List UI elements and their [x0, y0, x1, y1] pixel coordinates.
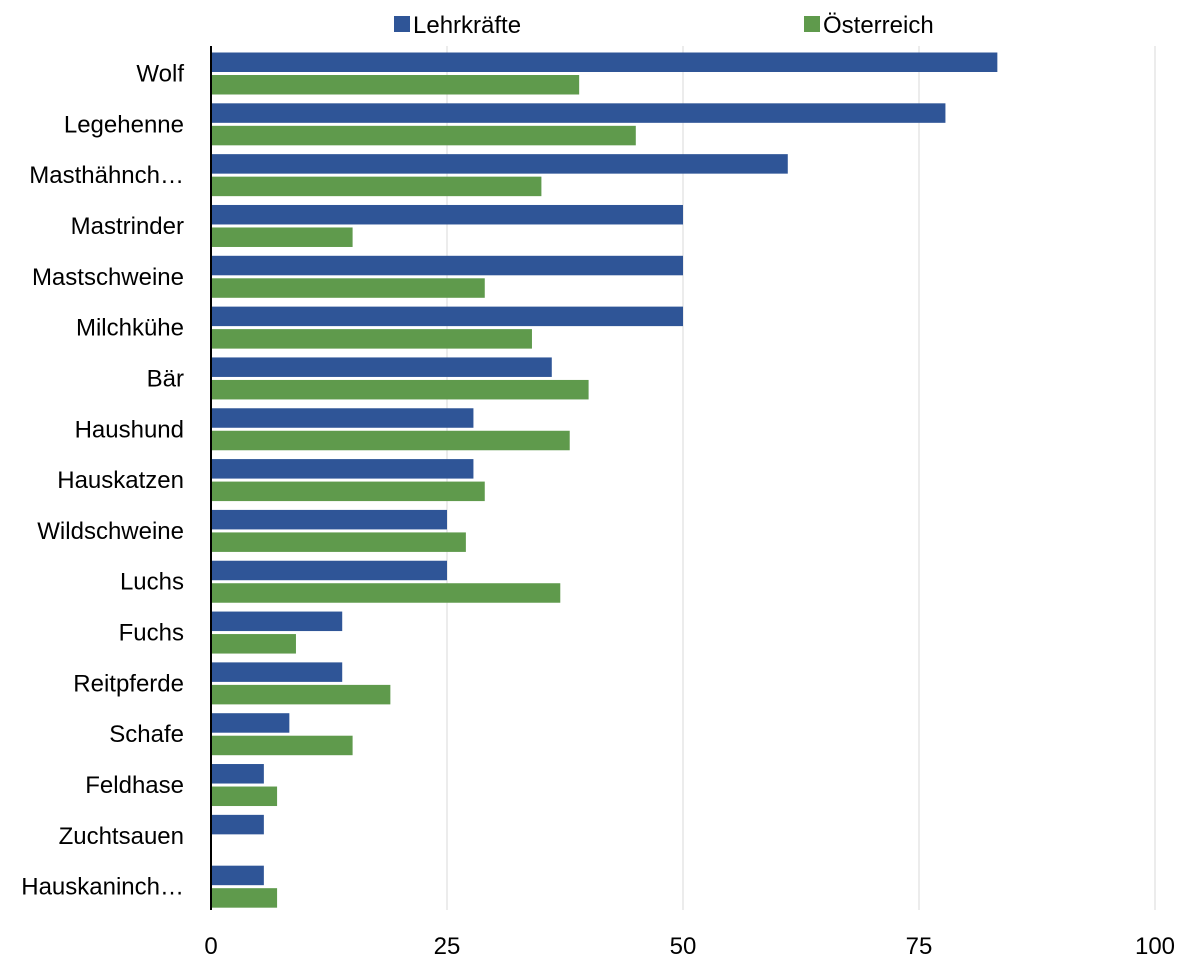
bar-oesterreich-16 [211, 888, 278, 908]
bar-oesterreich-0 [211, 75, 580, 95]
x-axis-tick-labels: 0 25 50 75 100 [204, 933, 1175, 956]
legend-label: Lehrkräfte [413, 12, 521, 39]
x-tick-label: 50 [670, 933, 697, 956]
category-label: Bär [147, 365, 184, 392]
bar-oesterreich-12 [211, 684, 391, 705]
category-label: Mastrinder [71, 213, 184, 240]
category-label: Legehenne [64, 111, 184, 138]
bar-oesterreich-2 [211, 176, 542, 197]
category-label: Zuchtsauen [59, 823, 184, 850]
bar-lehrkraefte-14 [211, 764, 264, 784]
category-labels: Wolf Legehenne Masthähnch… Mastrinder Mastsc… [21, 61, 184, 901]
bar-lehrkraefte-7 [211, 408, 474, 428]
bar-lehrkraefte-13 [211, 713, 290, 733]
category-label: Feldhase [85, 772, 184, 799]
category-label: Mastschweine [32, 264, 184, 291]
category-label: Schafe [109, 721, 184, 748]
bar-lehrkraefte-6 [211, 357, 552, 377]
category-label: Wolf [136, 61, 184, 88]
bar-oesterreich-1 [211, 125, 636, 146]
bar-oesterreich-8 [211, 481, 485, 502]
legend-label: Österreich [823, 12, 934, 39]
bar-lehrkraefte-11 [211, 611, 343, 632]
bar-lehrkraefte-8 [211, 459, 474, 479]
bar-oesterreich-14 [211, 786, 278, 807]
category-label: Hauskaninch… [21, 874, 184, 901]
bar-oesterreich-7 [211, 430, 570, 451]
bar-lehrkraefte-10 [211, 560, 447, 581]
bar-lehrkraefte-12 [211, 662, 343, 682]
x-tick-label: 75 [906, 933, 933, 956]
bar-lehrkraefte-1 [211, 103, 946, 123]
bar-oesterreich-11 [211, 634, 296, 654]
category-label: Wildschweine [37, 518, 184, 545]
bar-lehrkraefte-15 [211, 814, 264, 835]
bar-lehrkraefte-9 [211, 509, 447, 530]
bar-lehrkraefte-5 [211, 306, 683, 327]
bars [211, 52, 998, 908]
bar-oesterreich-4 [211, 278, 485, 298]
bar-oesterreich-5 [211, 329, 532, 349]
category-label: Haushund [75, 416, 184, 443]
legend: Lehrkräfte Österreich [394, 12, 934, 39]
category-label: Hauskatzen [57, 467, 184, 494]
bar-lehrkraefte-16 [211, 865, 264, 886]
bar-oesterreich-13 [211, 735, 353, 756]
bar-lehrkraefte-2 [211, 154, 788, 174]
x-tick-label: 0 [204, 933, 217, 956]
category-label: Masthähnch… [29, 162, 184, 189]
category-label: Reitpferde [73, 670, 184, 697]
x-tick-label: 100 [1135, 933, 1175, 956]
bar-oesterreich-6 [211, 379, 589, 400]
bar-oesterreich-9 [211, 532, 466, 552]
x-tick-label: 25 [434, 933, 461, 956]
category-label: Milchkühe [76, 315, 184, 342]
bar-lehrkraefte-4 [211, 255, 683, 276]
gridlines [446, 46, 1156, 910]
legend-swatch-lehrkraefte [394, 16, 410, 32]
bar-lehrkraefte-3 [211, 204, 683, 225]
category-label: Luchs [120, 569, 184, 596]
bar-oesterreich-10 [211, 583, 561, 603]
bar-lehrkraefte-0 [211, 52, 998, 72]
category-label: Fuchs [119, 620, 184, 647]
bar-oesterreich-3 [211, 227, 353, 247]
legend-swatch-oesterreich [804, 16, 820, 32]
